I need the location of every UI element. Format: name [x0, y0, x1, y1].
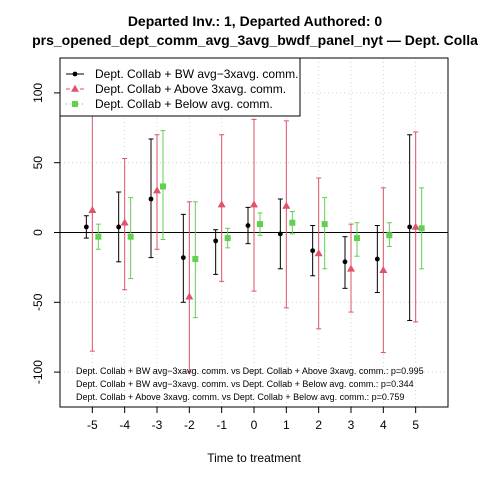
- chart-title: Departed Inv.: 1, Departed Authored: 0: [128, 13, 383, 29]
- point-estimate: [277, 231, 283, 237]
- point-estimate: [116, 224, 122, 230]
- chart-subtitle: prs_opened_dept_comm_avg_3avg_bwdf_panel…: [32, 32, 478, 48]
- y-tick-label: 100: [31, 83, 45, 103]
- series-0: [83, 134, 413, 321]
- legend-label: Dept. Collab + Above 3xavg. comm.: [95, 82, 286, 96]
- point-estimate: [386, 232, 393, 239]
- point-estimate: [250, 200, 258, 208]
- legend-marker: [72, 101, 78, 107]
- point-estimate: [407, 224, 413, 230]
- point-estimate: [127, 233, 134, 240]
- point-estimate: [257, 221, 263, 228]
- legend-marker: [72, 71, 78, 77]
- series-2: [95, 130, 425, 319]
- p-value-annotations: Dept. Collab + BW avg−3xavg. comm. vs De…: [76, 366, 424, 402]
- point-estimate: [289, 219, 296, 226]
- x-tick-label: 0: [251, 418, 258, 432]
- point-estimate: [88, 205, 97, 213]
- x-tick-label: 2: [315, 418, 322, 432]
- x-tick-label: -2: [184, 418, 195, 432]
- y-tick-label: -100: [31, 360, 45, 384]
- point-estimate: [180, 255, 186, 261]
- point-estimate: [354, 235, 360, 242]
- point-estimate: [148, 196, 154, 202]
- x-tick-label: 4: [380, 418, 387, 432]
- legend-marker: [71, 84, 79, 92]
- point-estimate: [217, 200, 226, 208]
- point-estimate: [321, 221, 328, 228]
- point-estimate: [347, 264, 355, 272]
- y-tick-label: -50: [31, 293, 45, 311]
- point-estimate: [374, 256, 380, 262]
- x-tick-label: -4: [119, 418, 130, 432]
- axes: -5 -4 -3 -2 -1 0 1 2 3 4 5 -100 -50 0 50 100: [31, 83, 419, 432]
- legend-frame: [59, 57, 301, 117]
- series-1: [88, 92, 420, 373]
- point-estimate: [245, 223, 251, 228]
- x-tick-label: -5: [87, 418, 98, 432]
- x-tick-label: 5: [412, 418, 419, 432]
- point-estimate: [418, 225, 425, 232]
- x-tick-label: 1: [283, 418, 290, 432]
- point-estimate: [310, 248, 316, 254]
- p-value-annotation: Dept. Collab + BW avg−3xavg. comm. vs De…: [76, 366, 424, 376]
- point-estimate: [282, 201, 291, 209]
- legend-label: Dept. Collab + BW avg−3xavg. comm.: [95, 67, 298, 81]
- point-estimate: [224, 235, 231, 242]
- point-estimate: [192, 256, 199, 263]
- legend: Dept. Collab + BW avg−3xavg. comm.Dept. …: [59, 57, 301, 117]
- x-tick-label: -3: [152, 418, 163, 432]
- point-estimate: [379, 265, 388, 273]
- p-value-annotation: Dept. Collab + BW avg−3xavg. comm. vs De…: [76, 379, 414, 389]
- x-tick-label: -1: [216, 418, 227, 432]
- point-estimate: [160, 183, 166, 190]
- legend-label: Dept. Collab + Below avg. comm.: [95, 97, 273, 111]
- series-layer: [83, 92, 425, 373]
- x-tick-label: 3: [348, 418, 355, 432]
- p-value-annotation: Dept. Collab + Above 3xavg. comm. vs Dep…: [76, 392, 404, 402]
- point-estimate: [153, 186, 161, 194]
- point-estimate: [411, 222, 420, 230]
- point-estimate: [120, 218, 129, 226]
- y-tick-label: 50: [31, 156, 45, 170]
- point-estimate: [314, 249, 323, 257]
- point-estimate: [213, 238, 219, 244]
- x-axis-label: Time to treatment: [207, 451, 301, 465]
- point-estimate: [342, 259, 348, 265]
- point-estimate: [185, 292, 194, 300]
- point-estimate: [83, 224, 89, 230]
- y-tick-label: 0: [31, 229, 45, 236]
- point-estimate: [95, 233, 102, 240]
